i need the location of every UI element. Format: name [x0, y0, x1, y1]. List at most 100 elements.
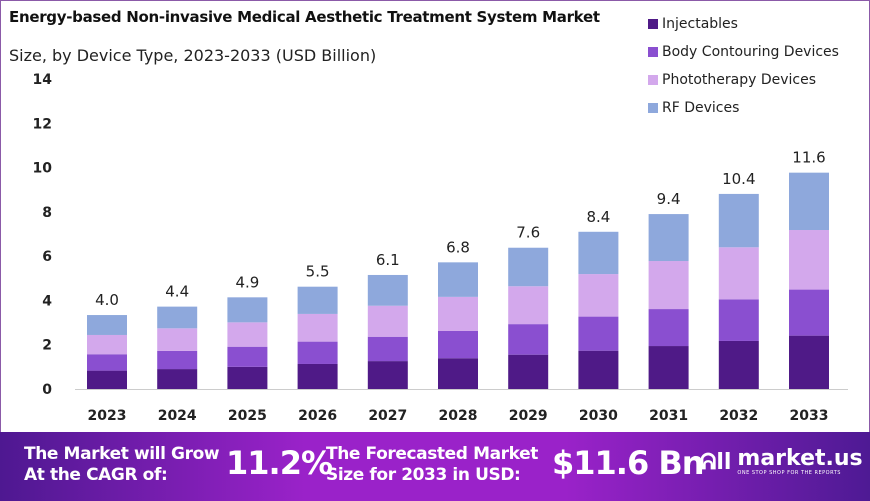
footer-banner: The Market will Grow At the CAGR of: 11.… — [0, 432, 870, 501]
forecast-value: $11.6 Bn — [552, 444, 705, 482]
bar-segment — [718, 299, 759, 341]
bar-segment — [297, 313, 338, 342]
legend-item: RF Devices — [648, 94, 839, 122]
total-label: 5.5 — [306, 263, 330, 281]
total-label: 11.6 — [792, 149, 825, 167]
bar-segment — [508, 354, 549, 389]
x-tick-label: 2032 — [719, 408, 758, 424]
total-label: 10.4 — [722, 170, 755, 188]
total-label: 4.9 — [235, 273, 259, 291]
bar-segment — [157, 350, 198, 370]
bar-segment — [648, 309, 689, 347]
bar-segment — [718, 193, 759, 248]
legend-item: Injectables — [648, 10, 839, 38]
legend: Injectables Body Contouring Devices Photot… — [648, 10, 839, 122]
x-tick-label: 2025 — [228, 408, 267, 424]
bar-segment — [438, 296, 478, 331]
bar-segment — [438, 262, 478, 297]
legend-item: Body Contouring Devices — [648, 38, 839, 66]
chart-subtitle: Size, by Device Type, 2023-2033 (USD Bil… — [9, 46, 377, 65]
bar-segment — [87, 354, 127, 371]
bar-segment — [87, 370, 127, 389]
total-label: 9.4 — [657, 190, 681, 208]
bar-segment — [508, 247, 549, 287]
bar-segment — [789, 335, 829, 389]
bar-segment — [367, 336, 408, 362]
x-tick-label: 2023 — [88, 408, 127, 424]
y-tick-label: 4 — [42, 293, 52, 309]
y-tick-label: 8 — [42, 205, 52, 221]
bar-segment — [718, 340, 759, 389]
x-tick-label: 2026 — [298, 408, 337, 424]
total-label: 6.1 — [376, 251, 400, 269]
y-tick-label: 6 — [42, 249, 52, 265]
x-tick-label: 2024 — [158, 408, 197, 424]
bar-segment — [227, 297, 268, 323]
bar-segment — [87, 334, 127, 355]
bar-segment — [508, 286, 549, 325]
chart-title: Energy-based Non-invasive Medical Aesthe… — [9, 8, 600, 26]
bar-segment — [227, 346, 268, 367]
cagr-label-line2: At the CAGR of: — [24, 465, 168, 485]
bar-segment — [648, 214, 689, 262]
bar-segment — [718, 247, 759, 300]
bar-segment — [648, 346, 689, 389]
bar-segment — [297, 286, 338, 314]
bar-segment — [578, 274, 619, 317]
bar-segment — [227, 366, 268, 389]
legend-swatch — [648, 103, 658, 113]
y-tick-label: 10 — [33, 161, 53, 177]
legend-item: Phototherapy Devices — [648, 66, 839, 94]
legend-swatch — [648, 75, 658, 85]
bar-segment — [648, 261, 689, 310]
bar-segment — [227, 322, 268, 347]
bar-segment — [157, 369, 198, 389]
x-tick-label: 2028 — [439, 408, 478, 424]
forecast-label-line2: Size for 2033 in USD: — [326, 465, 521, 485]
legend-label: RF Devices — [662, 100, 740, 116]
bar-segment — [367, 274, 408, 306]
bar-segment — [789, 230, 829, 290]
bar-segment — [578, 316, 619, 351]
logo-tagline: ONE STOP SHOP FOR THE REPORTS — [737, 470, 841, 476]
legend-label: Phototherapy Devices — [662, 72, 817, 88]
bar-segment — [789, 289, 829, 336]
stacked-bar-chart: 0 2 4 6 8 10 12 14 4.0 2023 4.4 2024 4.9 2025 5.5 2026 6… — [33, 72, 848, 424]
total-label: 8.4 — [586, 208, 610, 226]
cagr-label: The Market will Grow At the CAGR of: — [24, 444, 220, 486]
bar-segment — [789, 172, 829, 231]
y-tick-label: 12 — [33, 116, 52, 132]
legend-swatch — [648, 47, 658, 57]
bar-segment — [297, 341, 338, 364]
y-tick-label: 0 — [42, 382, 52, 398]
forecast-label: The Forecasted Market Size for 2033 in U… — [326, 444, 538, 486]
total-label: 6.8 — [446, 238, 470, 256]
bar-segment — [157, 306, 198, 329]
bar-segment — [438, 330, 478, 359]
legend-label: Injectables — [662, 16, 738, 32]
total-label: 7.6 — [516, 224, 540, 242]
x-tick-label: 2033 — [790, 408, 829, 424]
forecast-label-line1: The Forecasted Market — [326, 444, 538, 464]
bar-segment — [87, 315, 127, 335]
x-tick-label: 2029 — [509, 408, 548, 424]
y-tick-label: 14 — [33, 72, 53, 88]
total-label: 4.0 — [95, 291, 119, 309]
logo-icon: ᕱll — [700, 449, 732, 475]
bar-segment — [297, 363, 338, 389]
legend-swatch — [648, 19, 658, 29]
bar-segment — [367, 361, 408, 389]
x-tick-label: 2027 — [368, 408, 407, 424]
x-tick-label: 2031 — [649, 408, 688, 424]
bar-segment — [157, 328, 198, 351]
bar-segment — [438, 358, 478, 389]
cagr-value: 11.2% — [226, 444, 333, 482]
bar-segment — [367, 305, 408, 337]
cagr-label-line1: The Market will Grow — [24, 444, 220, 464]
legend-label: Body Contouring Devices — [662, 44, 839, 60]
total-label: 4.4 — [165, 283, 189, 301]
bar-segment — [508, 324, 549, 355]
logo-name: market.us — [737, 446, 863, 471]
y-tick-label: 2 — [42, 338, 52, 354]
market-us-logo: ᕱll market.us ONE STOP SHOP FOR THE REPO… — [700, 446, 863, 477]
